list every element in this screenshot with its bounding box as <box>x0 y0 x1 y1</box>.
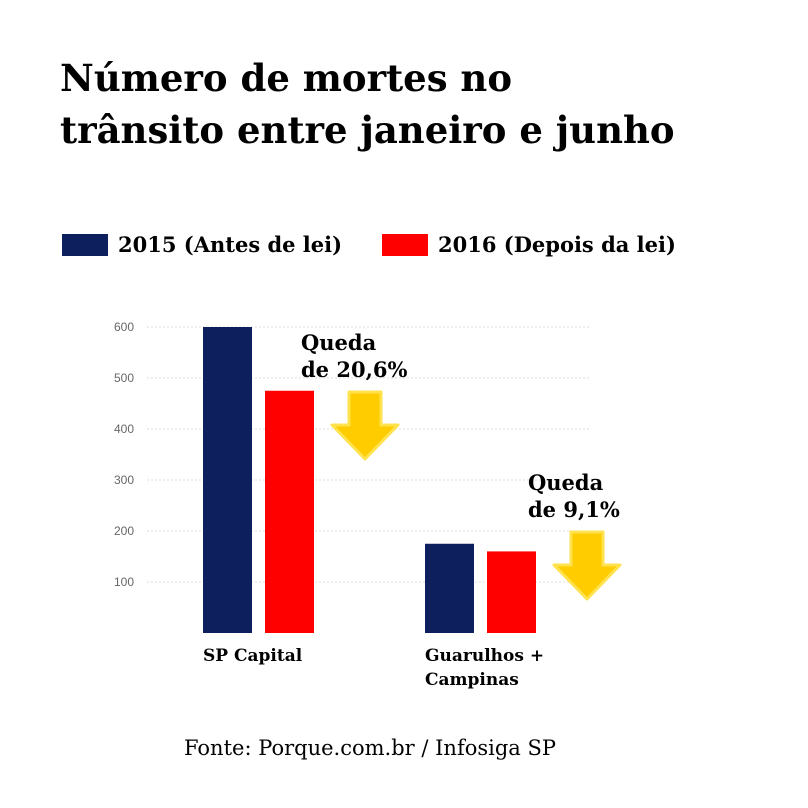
y-tick-label: 300 <box>114 473 134 487</box>
x-tick-label: Campinas <box>425 670 519 690</box>
bar-2016 <box>487 551 536 633</box>
legend-swatch-2015 <box>62 233 108 256</box>
legend-swatch-2016 <box>382 233 428 256</box>
annotation-text: de 9,1% <box>528 497 620 522</box>
chart-title-line-2: trânsito entre janeiro e junho <box>60 108 675 152</box>
bar-2015 <box>425 543 474 633</box>
source-note: Fonte: Porque.com.br / Infosiga SP <box>183 736 557 760</box>
x-tick-label: Guarulhos + <box>425 646 544 666</box>
down-arrow-icon <box>330 390 400 461</box>
chart-title-line-1: Número de mortes no <box>60 56 513 100</box>
down-arrow-icon <box>552 530 622 601</box>
legend-label-2015: 2015 (Antes de lei) <box>118 232 343 257</box>
annotation-text: Queda <box>301 330 377 355</box>
annotation-text: Queda <box>528 470 604 495</box>
annotation-text: de 20,6% <box>301 357 408 382</box>
x-tick-label: SP Capital <box>203 646 303 666</box>
legend-item-2015: 2015 (Antes de lei) <box>62 232 342 257</box>
y-tick-label: 100 <box>114 575 134 589</box>
y-tick-label: 400 <box>114 422 134 436</box>
y-tick-label: 200 <box>114 524 134 538</box>
y-tick-label: 600 <box>114 320 134 334</box>
bar-2015 <box>203 327 252 633</box>
chart-title: Número de mortes no trânsito entre janei… <box>60 52 780 156</box>
y-tick-label: 500 <box>114 371 134 385</box>
legend-item-2016: 2016 (Depois da lei) <box>382 232 676 257</box>
legend-label-2016: 2016 (Depois da lei) <box>438 232 676 257</box>
bar-2016 <box>265 390 314 633</box>
